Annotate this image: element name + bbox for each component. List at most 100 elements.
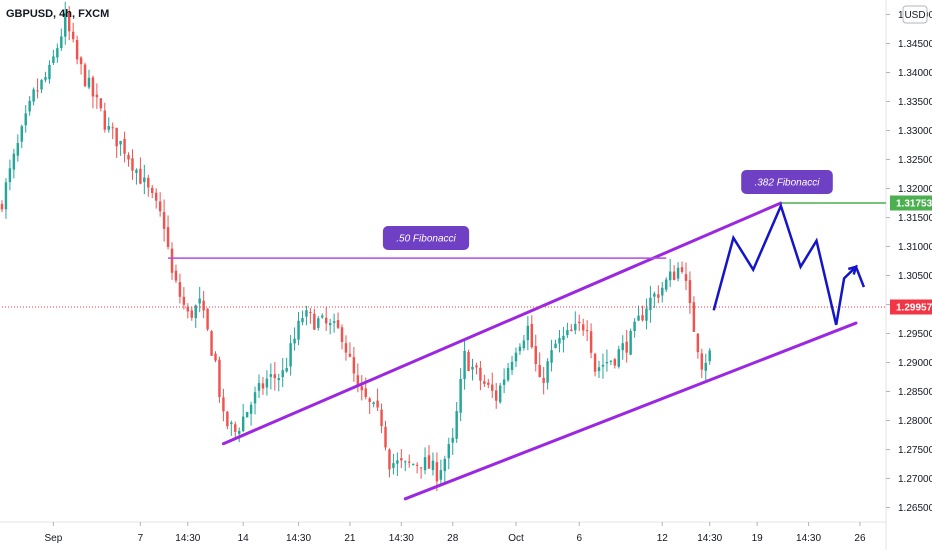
candle-body — [550, 350, 553, 363]
currency-button[interactable]: USD — [902, 5, 928, 24]
price-axis[interactable]: 1.26500 1.27000 1.27500 1.28000 1.28500 1.290… — [886, 10, 932, 514]
candle — [87, 69, 91, 90]
candle — [321, 313, 324, 319]
candle — [115, 127, 118, 158]
candle-body — [502, 379, 506, 385]
candle — [388, 448, 391, 478]
candle-body — [479, 367, 482, 381]
time-tick-label: 14:30 — [286, 533, 311, 544]
candle-body — [637, 315, 640, 321]
candle — [431, 452, 435, 476]
candle-body — [653, 293, 656, 297]
candle-body — [585, 330, 589, 332]
candle-body — [273, 374, 277, 379]
candle-body — [368, 398, 371, 402]
fib-382-badge[interactable]: .382 Fibonacci — [741, 170, 833, 194]
candle-body — [396, 460, 399, 464]
candle — [589, 323, 593, 359]
candle — [281, 358, 284, 388]
candle-body — [423, 457, 427, 471]
candle-body — [538, 365, 541, 378]
time-axis[interactable]: Sep 7 14:30 14 14:30 21 14:30 28 Oct 6 12 14:30 19 14… — [44, 522, 866, 544]
candle — [483, 374, 486, 388]
candle-body — [139, 168, 142, 184]
candle — [214, 351, 217, 363]
price-tick-label: 1.26500 — [898, 503, 932, 514]
candle-body — [12, 153, 16, 170]
candle-body — [67, 12, 71, 32]
candle — [348, 342, 352, 358]
candle-body — [467, 352, 470, 371]
candle — [633, 318, 636, 338]
candle-body — [340, 327, 344, 342]
candle — [471, 358, 474, 381]
candle-body — [56, 48, 59, 58]
candle — [491, 372, 494, 399]
candle — [111, 122, 114, 140]
candle-body — [657, 294, 660, 298]
candle-body — [190, 310, 194, 318]
candle-body — [222, 397, 225, 412]
candle-body — [44, 77, 47, 80]
candle-body — [419, 467, 423, 469]
candle — [629, 328, 632, 356]
candle — [226, 410, 229, 430]
candle — [467, 349, 470, 372]
price-tick-label: 1.29000 — [898, 358, 932, 369]
candle-body — [546, 361, 549, 383]
candle — [514, 347, 518, 368]
candle — [123, 131, 126, 163]
candle-body — [60, 36, 63, 49]
candle-body — [641, 315, 644, 321]
candle-body — [360, 386, 364, 391]
candle — [578, 314, 581, 332]
time-tick-label: 14:30 — [796, 533, 821, 544]
candle — [277, 373, 280, 392]
channel-upper-line[interactable] — [221, 201, 783, 446]
price-tick-label: 1.33500 — [898, 97, 932, 108]
candle-body — [578, 321, 581, 324]
candle — [332, 313, 336, 333]
candle-body — [704, 362, 707, 371]
candle — [170, 242, 174, 280]
forecast-path[interactable] — [712, 202, 866, 326]
candle-body — [297, 320, 300, 340]
candle — [166, 215, 170, 250]
candle-body — [151, 187, 154, 194]
candle-body — [111, 127, 114, 129]
candle — [317, 316, 320, 331]
candle — [336, 312, 340, 330]
fib-382-badge-box — [741, 170, 833, 194]
candle-body — [344, 343, 348, 353]
candle — [708, 348, 711, 365]
candle — [237, 427, 241, 443]
candle-body — [376, 400, 379, 408]
candle — [621, 335, 624, 360]
candle-body — [562, 335, 565, 340]
candle-body — [708, 350, 711, 362]
last-price-tag[interactable]: 1.29957 — [890, 299, 932, 315]
fib-50-badge[interactable]: .50 Fibonacci — [382, 226, 470, 250]
candle — [562, 326, 565, 353]
candle-body — [234, 424, 237, 432]
price-tick-label: 1.31000 — [898, 242, 932, 253]
green-price-tag[interactable]: 1.31753 — [890, 195, 932, 211]
price-tick-label: 1.29500 — [898, 329, 932, 340]
candle-body — [510, 361, 514, 371]
time-tick-label: Sep — [44, 533, 62, 544]
channel-lower-line[interactable] — [403, 321, 858, 501]
candle-body — [688, 280, 692, 304]
candle-body — [269, 374, 273, 377]
candle — [506, 362, 510, 382]
price-tick-label: 1.34500 — [898, 39, 932, 50]
candle-body — [24, 113, 27, 126]
candle — [408, 454, 411, 468]
candle — [510, 355, 514, 375]
candle-body — [249, 404, 253, 414]
candle — [261, 377, 265, 395]
candle — [479, 360, 482, 391]
candle-body — [91, 77, 95, 97]
candle — [79, 56, 83, 75]
candle — [637, 305, 640, 321]
